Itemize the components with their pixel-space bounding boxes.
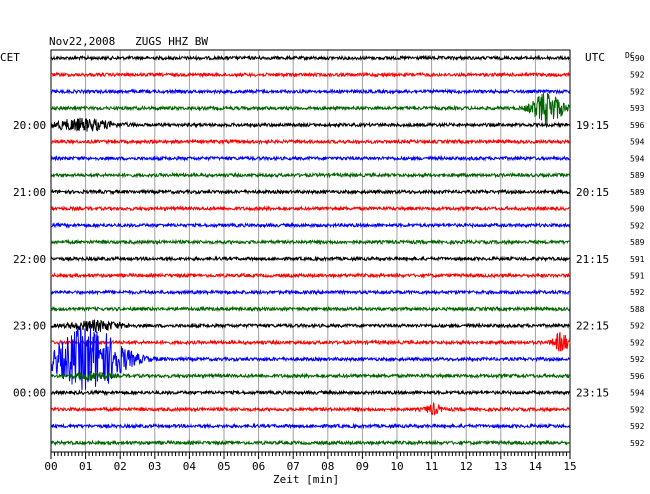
dc-value: 591 bbox=[630, 271, 645, 280]
x-tick-label: 10 bbox=[390, 460, 403, 473]
cet-time-label: 22:00 bbox=[13, 253, 46, 266]
seismic-trace bbox=[50, 288, 571, 296]
seismic-trace bbox=[50, 332, 571, 352]
seismic-trace bbox=[50, 327, 571, 391]
dc-value: 592 bbox=[630, 288, 645, 297]
dc-value: 592 bbox=[630, 355, 645, 364]
cet-label: CET bbox=[0, 51, 20, 64]
x-tick-label: 01 bbox=[79, 460, 92, 473]
dc-value: 590 bbox=[630, 205, 645, 214]
chart-title: Nov22,2008 ZUGS HHZ BW bbox=[49, 35, 208, 48]
x-tick-label: 09 bbox=[356, 460, 369, 473]
x-tick-label: 05 bbox=[217, 460, 230, 473]
seismic-trace bbox=[50, 401, 571, 416]
dc-value: 594 bbox=[630, 154, 645, 163]
utc-time-label: 20:15 bbox=[576, 186, 609, 199]
seismic-trace bbox=[50, 138, 571, 146]
cet-time-label: 20:00 bbox=[13, 119, 46, 132]
seismic-trace bbox=[50, 439, 571, 447]
dc-value: 589 bbox=[630, 188, 645, 197]
x-tick-label: 07 bbox=[287, 460, 300, 473]
cet-time-label: 23:00 bbox=[13, 320, 46, 333]
seismic-trace bbox=[50, 255, 571, 263]
dc-value: 593 bbox=[630, 104, 645, 113]
seismic-trace bbox=[50, 319, 571, 334]
utc-label: UTC bbox=[585, 51, 605, 64]
utc-time-label: 22:15 bbox=[576, 320, 609, 333]
seismic-trace bbox=[50, 389, 571, 397]
seismic-trace bbox=[50, 171, 571, 179]
grid bbox=[50, 49, 571, 453]
dc-value: 592 bbox=[630, 439, 645, 448]
seismic-trace bbox=[50, 221, 571, 229]
seismic-trace bbox=[51, 205, 571, 212]
x-tick-label: 00 bbox=[44, 460, 57, 473]
dc-value: 591 bbox=[630, 255, 645, 264]
seismic-trace bbox=[50, 272, 571, 279]
x-tick-label: 12 bbox=[460, 460, 473, 473]
utc-time-label: 19:15 bbox=[576, 119, 609, 132]
cet-time-label: 21:00 bbox=[13, 186, 46, 199]
dc-value: 592 bbox=[630, 87, 645, 96]
x-tick-label: 15 bbox=[563, 460, 576, 473]
seismic-trace bbox=[50, 71, 571, 79]
x-tick-label: 14 bbox=[529, 460, 543, 473]
traces bbox=[50, 54, 571, 447]
dc-value: 596 bbox=[630, 372, 645, 381]
dc-value: 589 bbox=[630, 171, 645, 180]
x-tick-label: 03 bbox=[148, 460, 161, 473]
seismic-trace bbox=[50, 87, 571, 95]
dc-value: 588 bbox=[630, 305, 645, 314]
dc-value: 592 bbox=[630, 422, 645, 431]
utc-time-label: 23:15 bbox=[576, 387, 609, 400]
dc-value: 592 bbox=[630, 338, 645, 347]
seismic-trace bbox=[50, 422, 571, 430]
dc-label: DC bbox=[625, 51, 635, 60]
cet-time-label: 00:00 bbox=[13, 387, 46, 400]
seismic-trace bbox=[50, 154, 571, 162]
seismic-trace bbox=[50, 371, 571, 381]
seismic-trace bbox=[50, 238, 571, 246]
labels: Nov22,2008 ZUGS HHZ BW CET UTC DC Zeit [… bbox=[0, 35, 635, 486]
seismic-trace bbox=[50, 117, 570, 132]
x-tick-label: 13 bbox=[494, 460, 507, 473]
seismic-trace bbox=[50, 92, 571, 126]
utc-time-label: 21:15 bbox=[576, 253, 609, 266]
dc-value: 592 bbox=[630, 221, 645, 230]
x-tick-label: 02 bbox=[114, 460, 127, 473]
seismic-trace bbox=[50, 54, 571, 62]
dc-value: 596 bbox=[630, 121, 645, 130]
dc-value: 590 bbox=[630, 54, 645, 63]
seismic-trace bbox=[50, 305, 571, 313]
dc-value: 589 bbox=[630, 238, 645, 247]
dc-value: 594 bbox=[630, 138, 645, 147]
x-tick-label: 04 bbox=[183, 460, 197, 473]
dc-value: 594 bbox=[630, 389, 645, 398]
x-tick-label: 06 bbox=[252, 460, 265, 473]
x-tick-label: 08 bbox=[321, 460, 334, 473]
dc-value: 592 bbox=[630, 322, 645, 331]
dc-value: 592 bbox=[630, 71, 645, 80]
dc-value: 592 bbox=[630, 405, 645, 414]
x-tick-label: 11 bbox=[425, 460, 438, 473]
seismic-trace bbox=[50, 188, 571, 196]
x-axis-label: Zeit [min] bbox=[273, 473, 339, 486]
